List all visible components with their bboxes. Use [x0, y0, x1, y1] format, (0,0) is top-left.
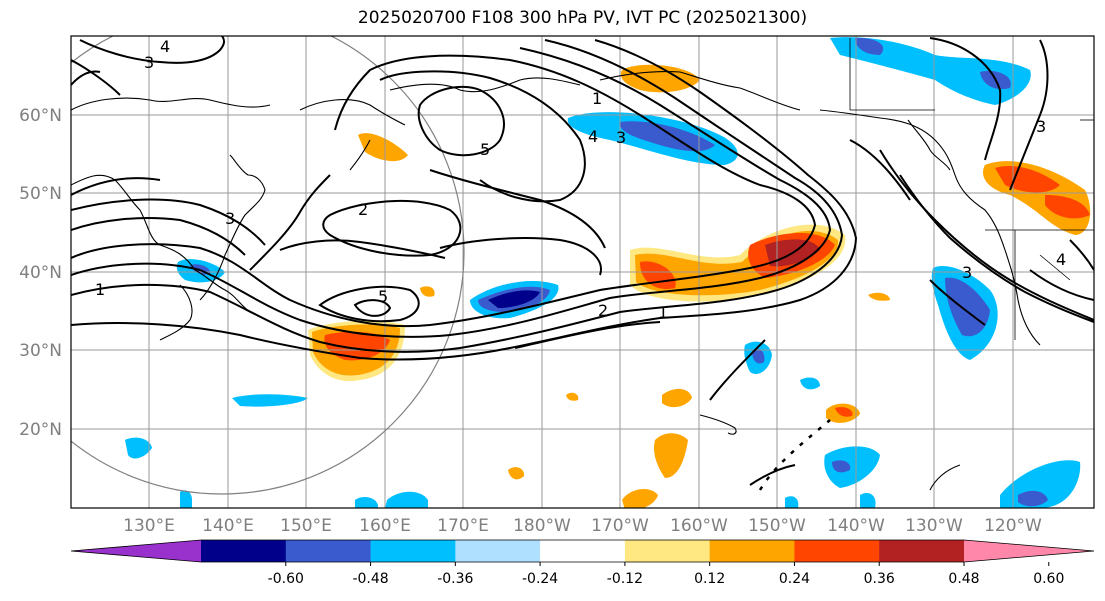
colorbar-segment [285, 540, 372, 562]
lon-label: 180°W [513, 516, 571, 536]
lat-label: 30°N [19, 341, 62, 361]
latitude-labels: 60°N 50°N 40°N 30°N 20°N [19, 106, 62, 440]
longitude-labels: 130°E 140°E 150°E 160°E 170°E 180°W 170°… [123, 516, 1042, 536]
map-content: 4 3 1 3 5 2 3 1 5 2 1 4 3 3 4 [71, 36, 1094, 508]
contour-label: 4 [160, 37, 170, 56]
pv-contours [71, 36, 1094, 486]
lon-label: 140°E [202, 516, 254, 536]
colorbar-segment [370, 540, 456, 562]
radius-circle [71, 36, 465, 495]
colorbar-tick-label: 0.60 [1033, 571, 1064, 587]
contour-label: 1 [658, 303, 668, 322]
contour-label: 3 [1036, 117, 1046, 136]
colorbar-tick-label: -0.60 [268, 571, 304, 587]
contour-label: 3 [144, 53, 154, 72]
colorbar-segment [794, 540, 880, 562]
colorbar-extend-low [71, 540, 201, 562]
lon-label: 170°W [591, 516, 649, 536]
contour-label: 1 [592, 89, 602, 108]
lon-label: 130°E [123, 516, 175, 536]
contour-label: 3 [225, 209, 235, 228]
colorbar: -0.60 -0.48 -0.36 -0.24 -0.12 0.12 0.24 0.36 0.4… [70, 539, 1095, 587]
lon-label: 130°W [905, 516, 963, 536]
colorbar-tick-label: 0.36 [864, 571, 895, 587]
political-borders [849, 38, 1094, 340]
colorbar-segment [540, 540, 626, 562]
contour-label: 4 [588, 127, 598, 146]
lon-label: 140°W [827, 516, 885, 536]
colorbar-segment [455, 540, 541, 562]
colorbar-tick-label: 0.48 [948, 571, 979, 587]
colorbar-outline [70, 539, 1095, 563]
contour-label: 2 [598, 301, 608, 320]
ivt-positive-anomalies [308, 64, 1091, 508]
contour-label-group: 4 3 1 3 5 2 3 1 5 2 1 4 3 3 4 [95, 37, 1066, 322]
contour-label: 2 [358, 200, 368, 219]
lon-label: 150°W [748, 516, 806, 536]
lat-label: 50°N [19, 184, 62, 204]
contour-label: 5 [378, 287, 388, 306]
map-gridlines [71, 36, 1094, 508]
figure-title: 2025020700 F108 300 hPa PV, IVT PC (2025… [357, 8, 808, 28]
lon-label: 120°W [984, 516, 1042, 536]
colorbar-extend-high [964, 540, 1094, 562]
colorbar-segment [709, 540, 795, 562]
colorbar-tick-label: 0.24 [779, 571, 810, 587]
contour-label: 4 [1056, 250, 1066, 269]
lon-label: 160°W [670, 516, 728, 536]
contour-label: 1 [95, 280, 105, 299]
lat-label: 20°N [19, 420, 62, 440]
contour-label: 3 [962, 263, 972, 282]
map-frame [70, 35, 1095, 509]
island-chain [758, 419, 831, 491]
colorbar-tick-label: -0.36 [437, 571, 473, 587]
colorbar-tick-label: -0.12 [607, 571, 643, 587]
colorbar-segment [879, 540, 965, 562]
colorbar-segment [624, 540, 711, 562]
colorbar-segment [201, 540, 287, 562]
contour-label: 3 [616, 128, 626, 147]
contour-label: 5 [480, 140, 490, 159]
lat-label: 40°N [19, 263, 62, 283]
colorbar-tick-label: -0.24 [522, 571, 558, 587]
colorbar-tick-label: -0.48 [352, 571, 388, 587]
lon-label: 160°E [359, 516, 411, 536]
lon-label: 170°E [437, 516, 489, 536]
lat-label: 60°N [19, 106, 62, 126]
colorbar-tick-label: 0.12 [694, 571, 725, 587]
lon-label: 150°E [280, 516, 332, 536]
